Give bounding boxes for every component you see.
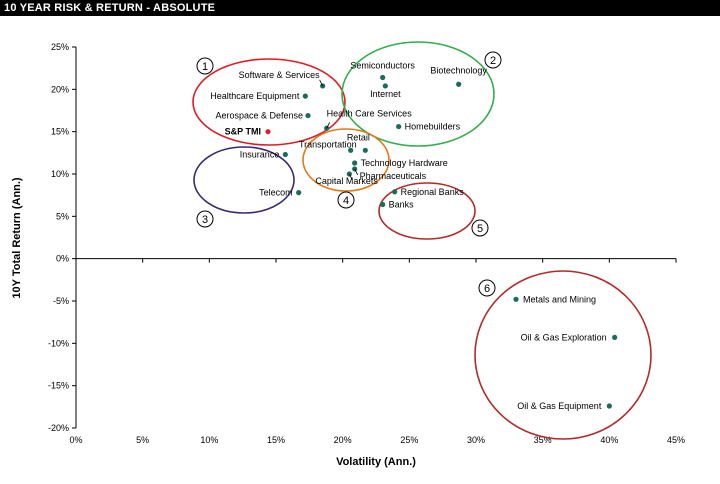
data-point [282,151,288,158]
data-point [382,83,388,89]
point-label: Software & Services [239,70,321,80]
axes: 25%20%15%10%5%0%-5%-10%-15%-20%0% 5% 10% 15… [48,42,685,445]
point-label: Health Care Services [327,108,413,118]
point-label: Biotechnology [430,65,487,75]
group-badge-circle [196,57,214,75]
y-tick-label: 20% [51,84,69,94]
point-label: Oil & Gas Equipment [517,401,602,411]
data-point [305,112,311,119]
point-labels: Software & Services Healthcare Equipment A… [210,60,606,411]
x-tick-label: 35% [534,435,552,445]
data-point [348,147,354,153]
x-tick-label: 15% [267,435,285,445]
y-tick-label: 25% [51,42,69,52]
group-badge-number: 6 [484,283,490,295]
y-tick-label: -20% [48,423,69,433]
data-point [380,74,386,81]
group-badge-number: 1 [202,61,208,73]
data-point [352,166,358,172]
point-label: Technology Hardware [361,158,448,168]
group-badge-circle [471,219,489,237]
label-leader [319,79,324,87]
group-badges: 1 2 3 4 5 6 [196,51,502,297]
data-points [265,74,618,409]
group-badge-number: 4 [343,195,349,207]
group-badge-circle [484,51,502,69]
point-label: Capital Markets [315,176,378,186]
group-ellipses [192,41,652,440]
x-tick-label: 45% [667,435,685,445]
x-tick-label: 5% [136,435,149,445]
point-label: Semiconductors [350,60,415,70]
group-badge-circle [196,210,214,228]
y-tick-label: -10% [48,338,69,348]
point-label: Internet [370,89,401,99]
point-label: Insurance [240,150,280,160]
x-tick-label: 30% [467,435,485,445]
data-point [380,201,386,208]
x-axis-label: Volatility (Ann.) [336,456,416,468]
data-point [265,129,271,135]
x-tick-label: 25% [400,435,418,445]
x-tick-label: 20% [334,435,352,445]
point-label: Retail [347,132,370,142]
x-tick-label: 40% [600,435,618,445]
group-ellipse-5 [378,182,476,240]
point-label: Transportation [299,139,357,149]
data-point [392,189,398,195]
data-point [513,296,519,302]
data-point [456,81,462,87]
group-ellipse-1 [192,58,346,146]
data-point [362,147,368,153]
point-label: Regional Banks [401,187,465,197]
data-point [396,123,402,130]
point-label: Healthcare Equipment [210,91,300,101]
data-point [612,334,618,341]
group-badge-circle [478,279,496,297]
group-badge-number: 5 [477,223,483,235]
data-point [352,160,358,166]
y-tick-label: -15% [48,381,69,391]
point-label: Oil & Gas Exploration [521,332,607,342]
point-label: Banks [389,199,415,209]
group-badge-number: 3 [202,214,208,226]
label-leader [354,168,359,176]
y-tick-label: 0% [56,254,69,264]
group-ellipse-2 [341,41,495,147]
group-badge-number: 2 [490,55,496,67]
point-label: Pharmaceuticals [360,171,427,181]
y-axis-label: 10Y Total Return (Ann.) [11,177,23,299]
group-ellipse-4 [302,128,390,192]
point-label: Metals and Mining [523,294,596,304]
data-point [302,93,308,99]
x-tick-label: 10% [200,435,218,445]
chart-title: 10 YEAR RISK & RETURN - ABSOLUTE [0,0,720,16]
point-label: S&P TMI [225,127,261,137]
y-tick-label: 15% [51,127,69,137]
y-tick-label: 10% [51,169,69,179]
point-label: Telecom [259,188,293,198]
point-label: Homebuilders [405,122,461,132]
data-point [296,190,302,196]
group-badge-circle [337,191,355,209]
data-point [606,403,612,409]
label-leader [348,173,353,181]
label-leader [326,122,331,129]
y-tick-label: -5% [53,296,69,306]
x-tick-label: 0% [69,435,82,445]
y-tick-label: 5% [56,211,69,221]
group-ellipse-3 [193,146,295,214]
group-ellipse-6 [474,270,652,440]
point-label: Aerospace & Defense [215,111,303,121]
